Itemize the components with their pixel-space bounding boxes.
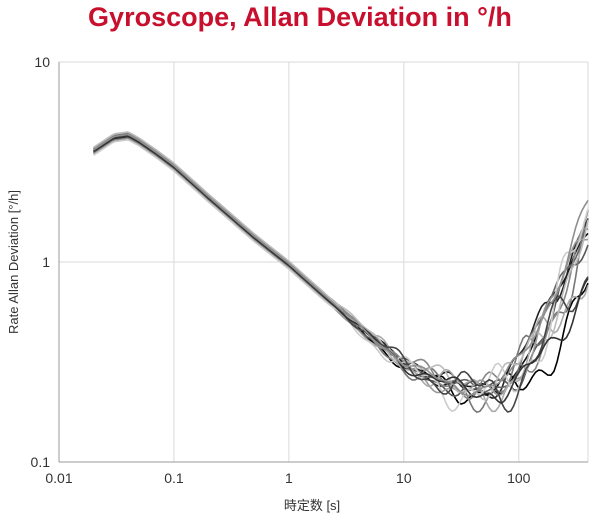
series-line bbox=[93, 137, 589, 414]
series-group bbox=[93, 131, 589, 414]
series-line bbox=[93, 134, 589, 413]
y-tick-label: 10 bbox=[34, 54, 50, 70]
series-line bbox=[93, 133, 589, 397]
x-tick-label: 0.1 bbox=[164, 470, 184, 486]
x-tick-label: 100 bbox=[507, 470, 531, 486]
y-tick-label: 1 bbox=[42, 254, 50, 270]
plot-frame bbox=[58, 62, 588, 463]
series-line bbox=[93, 133, 589, 393]
series-line bbox=[93, 138, 589, 396]
series-line bbox=[93, 131, 589, 401]
y-tick-label: 0.1 bbox=[31, 454, 51, 470]
x-tick-label: 10 bbox=[396, 470, 412, 486]
y-tick-labels: 10 1 0.1 bbox=[31, 54, 51, 470]
x-tick-labels: 0.01 0.1 1 10 100 bbox=[45, 470, 530, 486]
grid-lines bbox=[58, 61, 589, 463]
series-line bbox=[93, 135, 589, 397]
series-line bbox=[93, 139, 589, 413]
x-tick-label: 1 bbox=[285, 470, 293, 486]
series-line bbox=[93, 135, 589, 404]
y-axis-label: Rate Allan Deviation [°/h] bbox=[6, 190, 21, 334]
series-line bbox=[93, 134, 589, 413]
x-tick-label: 0.01 bbox=[45, 470, 72, 486]
x-axis-label: 時定数 [s] bbox=[284, 498, 340, 513]
chart-title: Gyroscope, Allan Deviation in °/h bbox=[88, 2, 512, 32]
series-line bbox=[93, 134, 589, 395]
